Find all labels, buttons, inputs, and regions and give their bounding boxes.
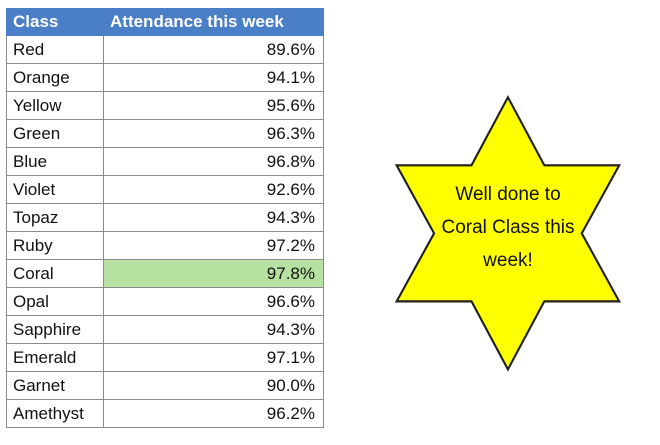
table-row: Topaz 94.3%: [6, 203, 324, 232]
table-row: Garnet 90.0%: [6, 371, 324, 400]
header-class: Class: [6, 8, 104, 36]
attendance-cell: 96.8%: [103, 147, 324, 176]
table-row: Yellow 95.6%: [6, 91, 324, 120]
attendance-cell: 96.6%: [103, 287, 324, 316]
attendance-cell: 90.0%: [103, 371, 324, 400]
table-row: Violet 92.6%: [6, 175, 324, 204]
attendance-table-container: Class Attendance this week Red 89.6% Ora…: [6, 8, 324, 428]
class-name-cell: Amethyst: [6, 399, 104, 428]
callout-line: Coral Class this: [441, 217, 575, 238]
class-name-cell: Red: [6, 35, 104, 64]
attendance-cell: 92.6%: [103, 175, 324, 204]
table-row: Sapphire 94.3%: [6, 315, 324, 344]
star-polygon: [394, 95, 621, 372]
table-row: Opal 96.6%: [6, 287, 324, 316]
star-shape: [394, 95, 621, 372]
table-row: Ruby 97.2%: [6, 231, 324, 260]
callout-line: week!: [483, 250, 533, 271]
class-name-cell: Yellow: [6, 91, 104, 120]
attendance-cell: 97.1%: [103, 343, 324, 372]
class-name-cell: Emerald: [6, 343, 104, 372]
attendance-cell: 89.6%: [103, 35, 324, 64]
table-header-row: Class Attendance this week: [6, 8, 324, 36]
class-name-cell: Sapphire: [6, 315, 104, 344]
table-row: Emerald 97.1%: [6, 343, 324, 372]
attendance-table: Class Attendance this week Red 89.6% Ora…: [6, 8, 324, 428]
attendance-cell: 94.1%: [103, 63, 324, 92]
table-row: Orange 94.1%: [6, 63, 324, 92]
class-name-cell: Green: [6, 119, 104, 148]
attendance-cell: 97.2%: [103, 231, 324, 260]
class-name-cell: Orange: [6, 63, 104, 92]
class-name-cell: Ruby: [6, 231, 104, 260]
table-row: Amethyst 96.2%: [6, 399, 324, 428]
class-name-cell: Violet: [6, 175, 104, 204]
table-row: Blue 96.8%: [6, 147, 324, 176]
attendance-cell: 96.2%: [103, 399, 324, 428]
table-row: Green 96.3%: [6, 119, 324, 148]
header-attendance: Attendance this week: [103, 8, 324, 36]
class-name-cell: Blue: [6, 147, 104, 176]
callout-text: Well done to Coral Class this week!: [420, 178, 596, 277]
class-name-cell: Garnet: [6, 371, 104, 400]
star-callout: Well done to Coral Class this week!: [360, 72, 656, 372]
table-row-highlighted: Coral 97.8%: [6, 259, 324, 288]
attendance-cell: 94.3%: [103, 203, 324, 232]
table-row: Red 89.6%: [6, 35, 324, 64]
attendance-cell: 96.3%: [103, 119, 324, 148]
class-name-cell: Coral: [6, 259, 104, 288]
class-name-cell: Opal: [6, 287, 104, 316]
callout-line: Well done to: [455, 184, 561, 205]
class-name-cell: Topaz: [6, 203, 104, 232]
attendance-cell-highlighted: 97.8%: [103, 259, 324, 288]
attendance-cell: 94.3%: [103, 315, 324, 344]
attendance-cell: 95.6%: [103, 91, 324, 120]
